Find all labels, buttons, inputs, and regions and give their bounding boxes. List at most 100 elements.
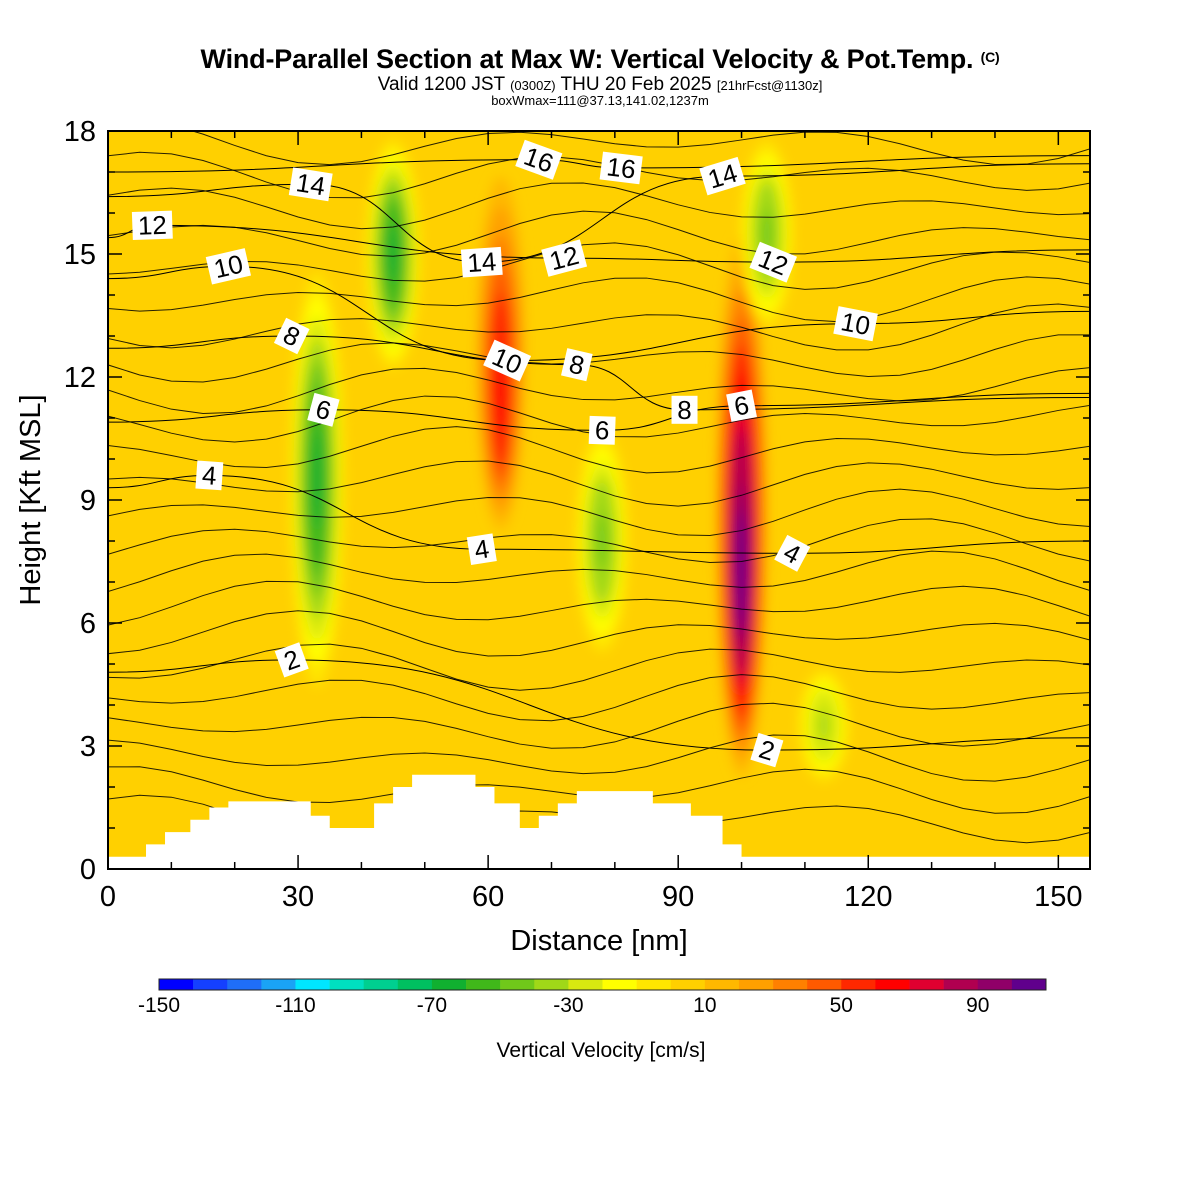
theta-isentrope — [108, 426, 1090, 474]
colorbar-swatch — [193, 979, 228, 990]
theta-contour-14 — [108, 163, 1090, 263]
theta-label-text: 10 — [211, 248, 246, 284]
y-tick-label: 6 — [80, 608, 96, 640]
colorbar-swatch — [841, 979, 876, 990]
colorbar-tick-label: 50 — [830, 994, 853, 1017]
colorbar: -150 -110 -70 -30 10 50 90 — [138, 978, 1047, 1017]
theta-label: 6 — [307, 392, 340, 427]
theta-isentrope — [108, 550, 1090, 592]
theta-isentrope — [108, 151, 1090, 199]
theta-isentrope — [108, 610, 1090, 657]
colorbar-tick-label: 10 — [693, 994, 716, 1017]
y-tick-label: 15 — [64, 239, 96, 271]
theta-label-text: 14 — [466, 246, 497, 278]
colorbar-swatch — [670, 979, 706, 990]
theta-isentrope — [108, 518, 1090, 563]
colorbar-swatch — [704, 979, 740, 990]
theta-label: 10 — [833, 306, 878, 342]
theta-label: 8 — [671, 395, 698, 425]
theta-label-text: 10 — [839, 306, 873, 341]
theta-label-text: 12 — [137, 210, 167, 241]
velocity-contour-2-8 — [312, 430, 323, 529]
colorbar-tick-label: 90 — [966, 994, 989, 1017]
colorbar-label: Vertical Velocity [cm/s] — [497, 1039, 706, 1062]
theta-label-text: 16 — [605, 151, 637, 184]
colorbar-swatch — [500, 979, 535, 990]
theta-label-text: 8 — [566, 348, 587, 380]
theta-isentrope — [108, 580, 1090, 626]
colorbar-swatch — [807, 979, 842, 990]
colorbar-tick-label: -150 — [138, 994, 180, 1017]
colorbar-swatch — [636, 979, 672, 990]
theta-label: 2 — [750, 732, 784, 768]
theta-isentrope — [108, 303, 1090, 351]
theta-isentrope — [108, 334, 1090, 383]
colorbar-swatch — [159, 979, 194, 990]
theta-isentrope — [108, 734, 1090, 782]
y-tick-label: 9 — [80, 485, 96, 517]
x-tick-label: 0 — [100, 881, 116, 913]
colorbar-swatch — [295, 979, 330, 990]
downdraft-core — [366, 139, 420, 369]
theta-isentrope — [108, 210, 1090, 257]
downdraft-core — [798, 669, 849, 782]
downdraft-core — [290, 272, 344, 687]
colorbar-swatch — [738, 979, 774, 990]
theta-label: 6 — [588, 415, 616, 446]
theta-label: 8 — [273, 317, 310, 355]
downdraft-core — [576, 430, 629, 652]
x-axis-label: Distance [nm] — [510, 925, 687, 957]
box-wmax-info: boxWmax=111@37.13,141.02,1237m — [491, 93, 709, 108]
colorbar-swatch — [397, 979, 433, 990]
theta-isentrope — [108, 643, 1090, 691]
velocity-contour-1-11 — [736, 510, 747, 634]
x-tick-label: 150 — [1034, 881, 1082, 913]
colorbar-swatch — [227, 979, 262, 990]
colorbar-swatch — [943, 979, 979, 990]
velocity-contour-3-8 — [388, 225, 399, 283]
x-tick-label: 90 — [662, 881, 694, 913]
chart-subtitle: Valid 1200 JST (0300Z) THU 20 Feb 2025 [… — [0, 74, 1200, 96]
utc-time: (0300Z) — [510, 78, 556, 93]
x-tick-label: 60 — [472, 881, 504, 913]
theta-isentrope — [108, 488, 1090, 536]
y-tick-label: 12 — [64, 362, 96, 394]
theta-label: 8 — [561, 348, 593, 382]
theta-label-text: 4 — [201, 460, 218, 491]
theta-isentrope — [108, 276, 1090, 323]
terrain-mask — [108, 774, 1090, 869]
chart-title-text: Wind-Parallel Section at Max W: Vertical… — [200, 44, 974, 74]
colorbar-frame — [158, 978, 1047, 991]
colorbar-tick-label: -110 — [275, 994, 315, 1017]
theta-isentrope — [108, 182, 1090, 230]
theta-isentrope — [108, 367, 1090, 415]
theta-label: 2 — [274, 642, 309, 678]
copyright-mark: (C) — [980, 49, 1000, 65]
colorbar-swatch — [363, 979, 399, 990]
velocity-contour-4-6 — [597, 512, 608, 570]
theta-isentrope — [108, 674, 1090, 722]
colorbar-swatch — [875, 979, 910, 990]
colorbar-swatch — [329, 979, 364, 990]
colorbar-swatch — [909, 979, 944, 990]
x-tick-label: 120 — [844, 881, 892, 913]
theta-label: 10 — [205, 248, 252, 285]
colorbar-swatch — [534, 979, 569, 990]
colorbar-swatch — [466, 979, 501, 990]
y-tick-label: 3 — [80, 731, 96, 763]
colorbar-tick-label: -30 — [553, 994, 583, 1017]
y-tick-label: 0 — [80, 854, 96, 886]
theta-label: 14 — [288, 167, 333, 201]
downdraft-core — [741, 140, 793, 327]
y-tick-label: 18 — [64, 116, 96, 148]
theta-label-text: 14 — [294, 167, 327, 201]
colorbar-swatch — [261, 979, 296, 990]
theta-isentrope — [108, 242, 1090, 290]
colorbar-swatch — [431, 979, 467, 990]
y-axis-label: Height [Kft MSL] — [15, 394, 47, 605]
valid-date: THU 20 Feb 2025 — [560, 74, 712, 95]
theta-isentrope — [108, 702, 1090, 749]
theta-label: 14 — [460, 246, 503, 278]
